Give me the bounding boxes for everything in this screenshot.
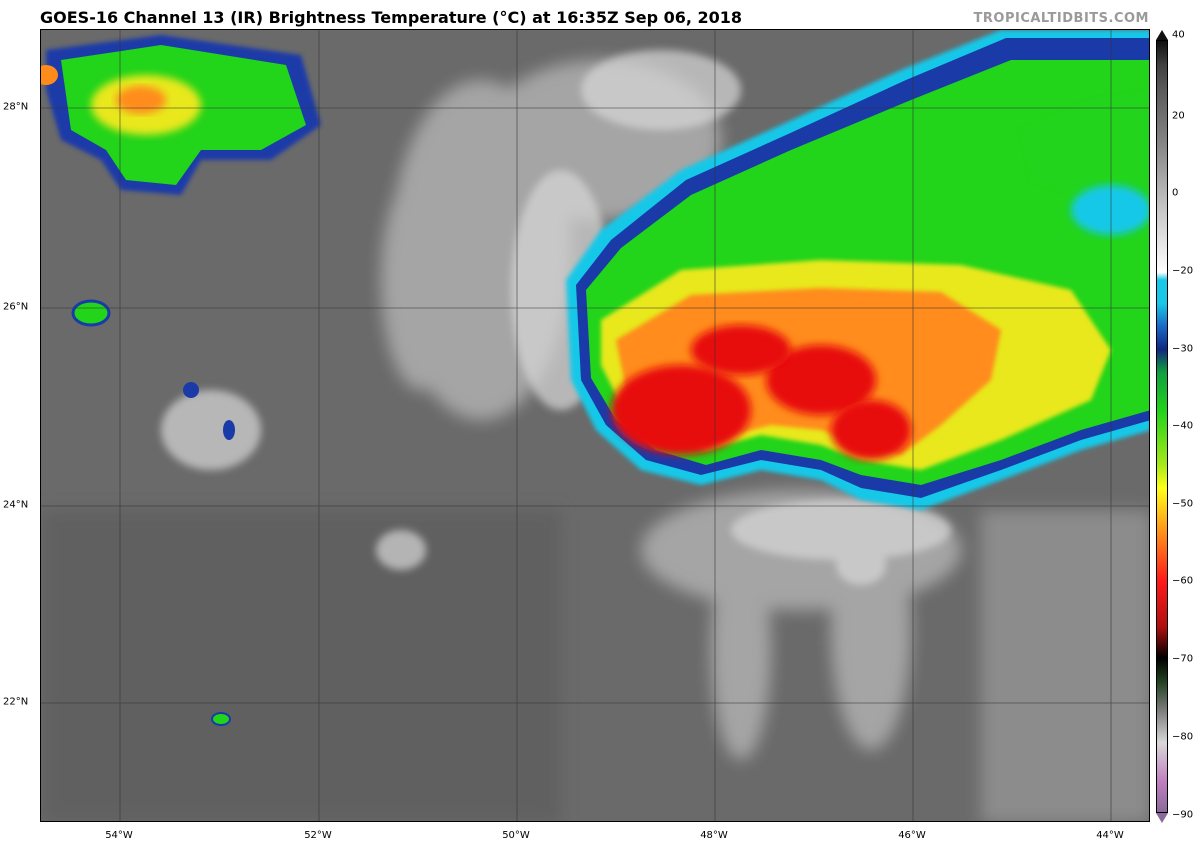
storm-cloud-shield <box>566 30 1149 510</box>
nw-cloud-cluster <box>41 35 321 726</box>
colorbar-tick-minus90: −90 <box>1172 809 1194 821</box>
ne-cloud-band <box>1021 90 1149 235</box>
graticule <box>41 30 1149 821</box>
lon-label-52w: 52°W <box>304 830 332 841</box>
colorbar-bottom-arrow <box>1156 813 1168 823</box>
colorbar-tick-minus50: −50 <box>1172 498 1194 510</box>
lat-label-22n: 22°N <box>3 696 29 708</box>
colorbar-tick-minus30: −30 <box>1172 343 1194 355</box>
lon-label-50w: 50°W <box>502 830 530 841</box>
site-credit: TROPICALTIDBITS.COM <box>973 11 1149 26</box>
lon-label-44w: 44°W <box>1096 830 1124 841</box>
lon-label-46w: 46°W <box>898 830 926 841</box>
lat-label-28n: 28°N <box>3 101 29 113</box>
colorbar-tick-minus70: −70 <box>1172 653 1194 665</box>
lon-label-54w: 54°W <box>105 830 133 841</box>
map-title: GOES-16 Channel 13 (IR) Brightness Tempe… <box>40 8 743 27</box>
colorbar-tick-minus60: −60 <box>1172 575 1194 587</box>
lat-label-24n: 24°N <box>3 499 29 511</box>
colorbar-tick-40: 40 <box>1172 29 1185 41</box>
colorbar-tick-minus20: −20 <box>1172 265 1194 277</box>
temperature-colorbar <box>1156 40 1168 813</box>
colorbar-top-arrow <box>1156 30 1168 40</box>
colorbar-tick-minus40: −40 <box>1172 420 1194 432</box>
colorbar-tick-20: 20 <box>1172 110 1185 122</box>
lon-label-48w: 48°W <box>700 830 728 841</box>
lat-label-26n: 26°N <box>3 301 29 313</box>
satellite-imagery <box>41 30 1149 821</box>
satellite-map[interactable] <box>40 29 1150 822</box>
colorbar-tick-0: 0 <box>1172 187 1179 199</box>
colorbar-tick-minus80: −80 <box>1172 731 1194 743</box>
